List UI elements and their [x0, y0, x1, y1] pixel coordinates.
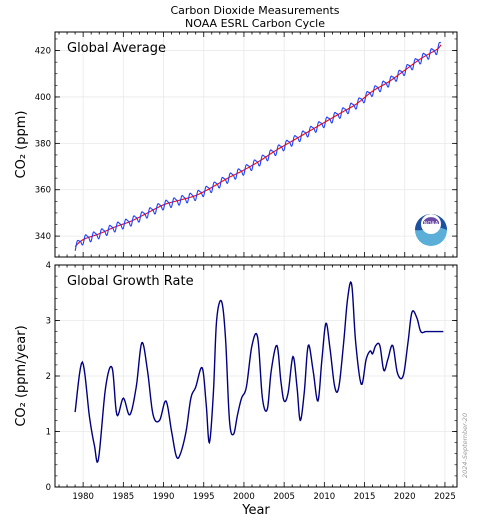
noaa-logo: NOAA: [415, 214, 447, 246]
y-tick-label: 420: [35, 47, 51, 57]
x-tick-label: 2000: [233, 492, 255, 502]
x-tick-label: 1995: [193, 492, 215, 502]
plot-frame: [54, 31, 458, 258]
growth-series-line: [74, 281, 444, 464]
global-average-panel: 340 360 380 400 420 Global Average CO₂ (ppm): [14, 31, 458, 258]
x-tick-label: 1985: [113, 492, 135, 502]
x-tick-label: 1990: [153, 492, 175, 502]
y-tick-label: 340: [35, 232, 51, 242]
x-tick-label: 2005: [273, 492, 295, 502]
x-axis-title: Year: [241, 503, 270, 518]
x-tick-label: 2010: [314, 492, 336, 502]
y-tick-label: 2: [46, 372, 51, 382]
svg-text:NOAA: NOAA: [424, 221, 439, 227]
y-tick-label: 400: [35, 93, 51, 103]
x-tick-label: 2020: [394, 492, 416, 502]
y-tick-label: 0: [46, 483, 51, 493]
y-tick-label: 1: [46, 428, 51, 438]
chart-subtitle: NOAA ESRL Carbon Cycle: [185, 17, 325, 30]
y-axis-title: CO₂ (ppm/year): [14, 325, 29, 426]
x-tick-label: 1980: [72, 492, 94, 502]
seasonal-series-line: [74, 41, 442, 252]
x-tick-label: 2025: [434, 492, 456, 502]
y-tick-label: 360: [35, 186, 51, 196]
chart-title: Carbon Dioxide Measurements: [170, 4, 340, 17]
y-tick-label: 4: [46, 261, 51, 271]
date-stamp: 2024-September-20: [461, 413, 469, 478]
panel-label: Global Growth Rate: [67, 274, 194, 289]
chart-titles: Carbon Dioxide Measurements NOAA ESRL Ca…: [0, 4, 493, 30]
x-tick-label: 2015: [354, 492, 376, 502]
y-axis-title: CO₂ (ppm): [14, 111, 29, 179]
y-tick-label: 3: [46, 317, 51, 327]
trend-series-line: [74, 44, 442, 247]
growth-rate-panel: 0 1 2 3 4 1980 1985 1990 1995 2000 2005 2010 2015 202…: [14, 261, 458, 518]
panel-label: Global Average: [67, 41, 166, 56]
y-tick-label: 380: [35, 139, 51, 149]
